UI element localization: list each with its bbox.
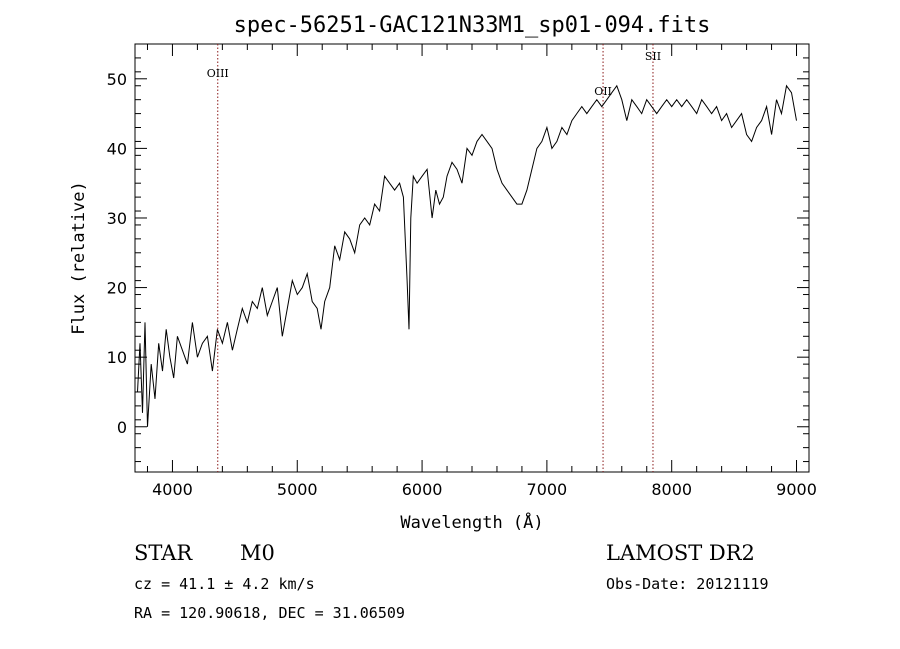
x-tick-label: 5000 <box>277 480 318 499</box>
spectrum-series-line <box>137 84 797 427</box>
emission-line-label: OII <box>594 85 612 98</box>
x-tick-label: 6000 <box>402 480 443 499</box>
tick-labels: 4000 5000 6000 7000 8000 9000 0 10 20 30 40 50 <box>107 70 817 499</box>
y-tick-label: 40 <box>107 139 127 158</box>
emission-lines: OIII OII SII <box>207 44 661 472</box>
emission-line-label: OIII <box>207 67 229 80</box>
x-tick-label: 9000 <box>776 480 817 499</box>
x-tick-label: 4000 <box>152 480 193 499</box>
y-tick-label: 0 <box>117 418 127 437</box>
y-tick-label: 50 <box>107 70 127 89</box>
axis-ticks <box>135 43 809 472</box>
chart-title: spec-56251-GAC121N33M1_sp01-094.fits <box>234 13 711 38</box>
object-type: STAR <box>134 541 193 565</box>
x-tick-label: 7000 <box>527 480 568 499</box>
survey-label: LAMOST DR2 <box>606 541 755 565</box>
y-tick-label: 10 <box>107 348 127 367</box>
coords-text: RA = 120.90618, DEC = 31.06509 <box>134 604 405 622</box>
subclass: M0 <box>240 541 275 565</box>
obs-date-text: Obs-Date: 20121119 <box>606 575 769 593</box>
emission-line-label: SII <box>645 50 661 63</box>
x-axis-label: Wavelength (Å) <box>400 511 543 533</box>
y-tick-label: 20 <box>107 279 127 298</box>
y-tick-label: 30 <box>107 209 127 228</box>
y-axis-label: Flux (relative) <box>69 181 89 335</box>
x-tick-label: 8000 <box>651 480 692 499</box>
velocity-text: cz = 41.1 ± 4.2 km/s <box>134 575 315 593</box>
